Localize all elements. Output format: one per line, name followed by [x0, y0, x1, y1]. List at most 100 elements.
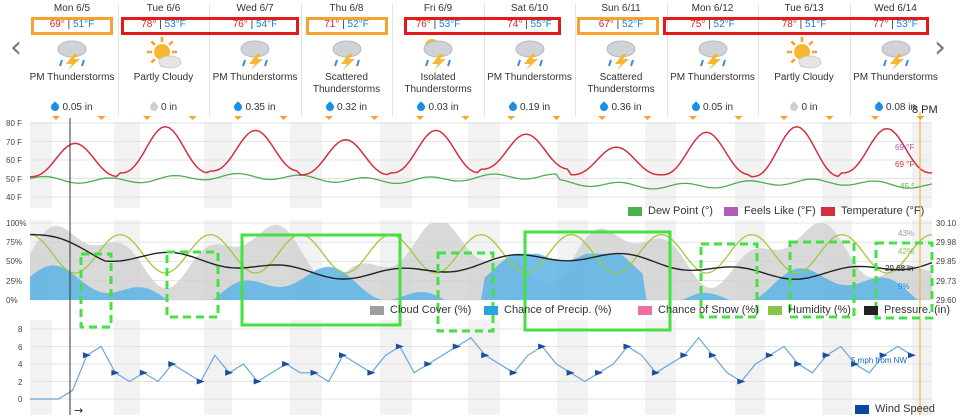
- axis-tick-label: 6: [18, 342, 23, 352]
- day-condition: Scattered Thunderstorms: [312, 72, 381, 95]
- night-band: [822, 122, 852, 208]
- wind-direction-arrow-icon: [680, 352, 689, 359]
- legend-item[interactable]: Chance of Snow (%): [638, 304, 759, 316]
- precip-chance-area: [30, 253, 932, 300]
- low-temp: 53°F: [439, 19, 461, 30]
- wind-direction-arrow-icon: [111, 369, 120, 376]
- low-temp: 55°F: [530, 19, 552, 30]
- isolated-thunderstorm-icon: [418, 36, 458, 70]
- day-date: Sun 6/11: [601, 3, 641, 14]
- high-temp: 69°: [49, 19, 65, 30]
- day-separator: [849, 4, 851, 116]
- low-temp: 52°F: [347, 19, 369, 30]
- precip-chance-readout: 9%: [898, 282, 910, 291]
- legend-label: Dew Point (°): [648, 205, 713, 217]
- wind-direction-arrow-icon: [822, 352, 831, 359]
- day-column[interactable]: Sat 6/10 74° | 55°F PM Thunderstorms 0.1…: [486, 0, 574, 116]
- highlight-box-dashed: [436, 251, 495, 333]
- highlight-box-red-fri-sat: [404, 17, 561, 35]
- legend-item[interactable]: Temperature (°F): [821, 205, 924, 217]
- day-date: Wed 6/7: [236, 3, 274, 14]
- wind-direction-arrow-icon: [367, 369, 376, 376]
- wind-direction-arrow-icon: [139, 369, 148, 376]
- day-column[interactable]: Tue 6/13 78° | 51°F Partly Cloudy 0 in: [760, 0, 848, 116]
- day-column[interactable]: Fri 6/9 76° | 53°F Isolated Thunderstorm…: [394, 0, 482, 116]
- day-temps: 71° | 52°F: [324, 19, 369, 30]
- day-date: Fri 6/9: [423, 3, 453, 14]
- day-separator: [117, 4, 119, 116]
- day-column[interactable]: Wed 6/14 77° | 53°F PM Thunderstorms 0.0…: [852, 0, 940, 116]
- day-date: Mon 6/12: [691, 3, 734, 14]
- day-column[interactable]: Sun 6/11 67° | 52°F Scattered Thundersto…: [577, 0, 665, 116]
- day-date: Mon 6/5: [53, 3, 91, 14]
- wind-direction-arrow-icon: [225, 369, 234, 376]
- wind-direction-arrow-icon: →: [74, 404, 84, 417]
- legend-label: Temperature (°F): [841, 205, 925, 217]
- day-precip: 0.19 in: [486, 101, 574, 113]
- axis-tick-label: 70 F: [6, 137, 23, 147]
- next-arrow-icon[interactable]: ›: [934, 30, 946, 65]
- temperature-line: [29, 125, 933, 178]
- precip-amount: 0 in: [160, 102, 178, 113]
- day-tick-marker: [461, 116, 470, 120]
- legend-item[interactable]: Cloud Cover (%): [370, 304, 471, 316]
- day-column[interactable]: Mon 6/12 75° | 52°F PM Thunderstorms 0.0…: [669, 0, 757, 116]
- wind-direction-arrow-icon: [282, 361, 291, 367]
- axis-tick-label: 40 F: [6, 193, 23, 202]
- cloud-cover-area: [30, 223, 932, 300]
- axis-tick-label: 0: [18, 395, 23, 404]
- day-column[interactable]: Wed 6/7 76° | 54°F PM Thunderstorms 0.35…: [211, 0, 299, 116]
- wind-direction-arrow-icon: [595, 369, 604, 376]
- wind-direction-arrow-icon: [765, 352, 774, 359]
- humidity-readout: 42%: [898, 247, 915, 256]
- thunderstorm-icon: [327, 36, 367, 70]
- night-band: [735, 122, 765, 208]
- day-tick-marker: [370, 116, 379, 120]
- legend-item[interactable]: Chance of Precip. (%): [484, 304, 612, 316]
- temperature-readout: 69 °F: [895, 160, 915, 169]
- precip-amount: 0.05 in: [62, 102, 93, 113]
- thunderstorm-icon: [876, 36, 916, 70]
- day-tick-marker: [97, 116, 106, 120]
- day-tick-marker: [643, 116, 652, 120]
- legend-item[interactable]: Pressure. (in): [864, 304, 950, 316]
- axis-tick-label: 29.98: [936, 238, 957, 248]
- legend-swatch: [638, 305, 652, 315]
- legend-item[interactable]: Feels Like (°F): [724, 205, 816, 217]
- precip-amount: 0 in: [801, 102, 818, 113]
- day-date: Tue 6/13: [784, 3, 824, 14]
- high-temp: 74°: [507, 19, 523, 30]
- day-temps: 75° | 52°F: [690, 19, 735, 30]
- day-tick-marker: [279, 116, 288, 120]
- legend-label: Cloud Cover (%): [390, 304, 472, 316]
- prev-arrow-icon[interactable]: ‹: [10, 30, 22, 65]
- wind-direction-arrow-icon: [708, 352, 717, 359]
- axis-tick-label: 50 F: [6, 174, 23, 184]
- highlight-box-red-mon-wed: [663, 17, 929, 35]
- low-temp: 54°F: [256, 19, 278, 30]
- day-temps: 69° | 51°F: [49, 19, 95, 30]
- day-column[interactable]: Thu 6/8 71° | 52°F Scattered Thunderstor…: [303, 0, 391, 116]
- legend-item[interactable]: Humidity (%): [768, 304, 851, 316]
- partly-cloudy-icon: [144, 36, 184, 70]
- day-tick-marker: [507, 116, 515, 120]
- legend-swatch: [484, 305, 498, 315]
- wind-direction-arrow-icon: [481, 352, 490, 359]
- night-band: [912, 122, 932, 208]
- night-band: [645, 122, 676, 208]
- axis-tick-label: 29.73: [936, 276, 957, 286]
- precip-amount: 0.08 in: [885, 102, 917, 113]
- wind-direction-arrow-icon: [623, 343, 632, 350]
- day-tick-marker: [188, 116, 197, 120]
- day-date: Thu 6/8: [329, 3, 364, 14]
- high-temp: 78°: [141, 19, 157, 30]
- day-date: Sat 6/10: [510, 3, 549, 14]
- day-tick-marker: [52, 116, 60, 120]
- day-column[interactable]: Mon 6/5 69° | 51°F PM Thunderstorms 0.05…: [28, 0, 116, 116]
- wind-direction-arrow-icon: [737, 378, 746, 385]
- legend-item[interactable]: Wind Speed: [855, 403, 935, 415]
- thunderstorm-icon: [235, 36, 275, 70]
- day-column[interactable]: Tue 6/6 78° | 53°F Partly Cloudy 0 in: [120, 0, 208, 116]
- legend-item[interactable]: Dew Point (°): [628, 205, 713, 217]
- day-precip: 0 in: [760, 101, 848, 113]
